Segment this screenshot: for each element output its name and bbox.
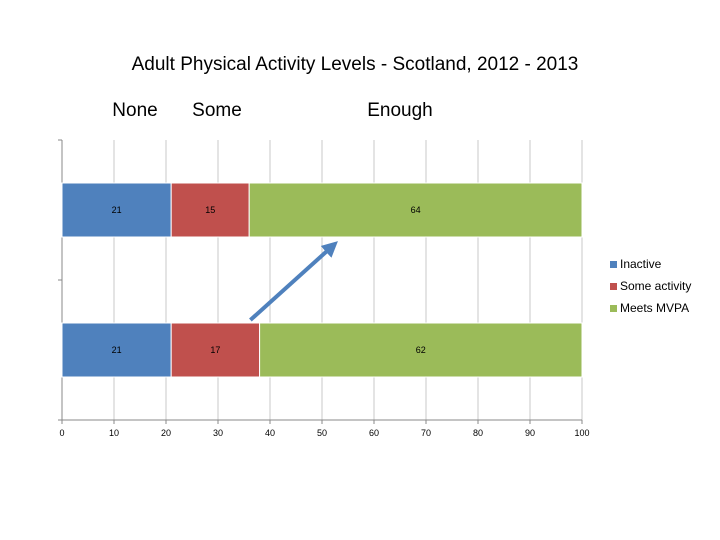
legend-swatch (610, 261, 617, 268)
x-tick-label: 10 (109, 428, 119, 438)
data-label: 21 (112, 345, 122, 355)
column-header-some: Some (192, 100, 242, 121)
legend: Inactive Some activity Meets MVPA (610, 257, 691, 315)
x-tick-label: 100 (574, 428, 589, 438)
x-tick-label: 80 (473, 428, 483, 438)
bar-meets-mvpa (248, 182, 583, 238)
legend-label: Inactive (620, 257, 662, 271)
x-tick-label: 20 (161, 428, 171, 438)
data-label: 64 (411, 205, 421, 215)
data-label: 21 (112, 205, 122, 215)
x-tick-label: 0 (59, 428, 64, 438)
legend-swatch (610, 283, 617, 290)
column-header-none: None (112, 100, 157, 121)
x-tick-label: 40 (265, 428, 275, 438)
bar-meets-mvpa (259, 322, 583, 378)
arrow-shape (249, 241, 338, 322)
x-tick-label: 90 (525, 428, 535, 438)
legend-label: Some activity (620, 279, 691, 293)
bars: 21 15 64 21 17 62 (61, 182, 583, 378)
data-label: 62 (416, 345, 426, 355)
column-header-enough: Enough (367, 100, 433, 121)
legend-swatch (610, 305, 617, 312)
legend-label: Meets MVPA (620, 301, 689, 315)
x-tick-label: 60 (369, 428, 379, 438)
bar-inactive (61, 182, 172, 238)
data-label: 15 (205, 205, 215, 215)
trend-arrow (249, 241, 338, 322)
data-label: 17 (210, 345, 220, 355)
x-tick-label: 50 (317, 428, 327, 438)
x-tick-label: 70 (421, 428, 431, 438)
chart-title: Adult Physical Activity Levels - Scotlan… (132, 54, 579, 75)
bar-inactive (61, 322, 172, 378)
x-tick-label: 30 (213, 428, 223, 438)
bar-some-activity (170, 322, 261, 378)
